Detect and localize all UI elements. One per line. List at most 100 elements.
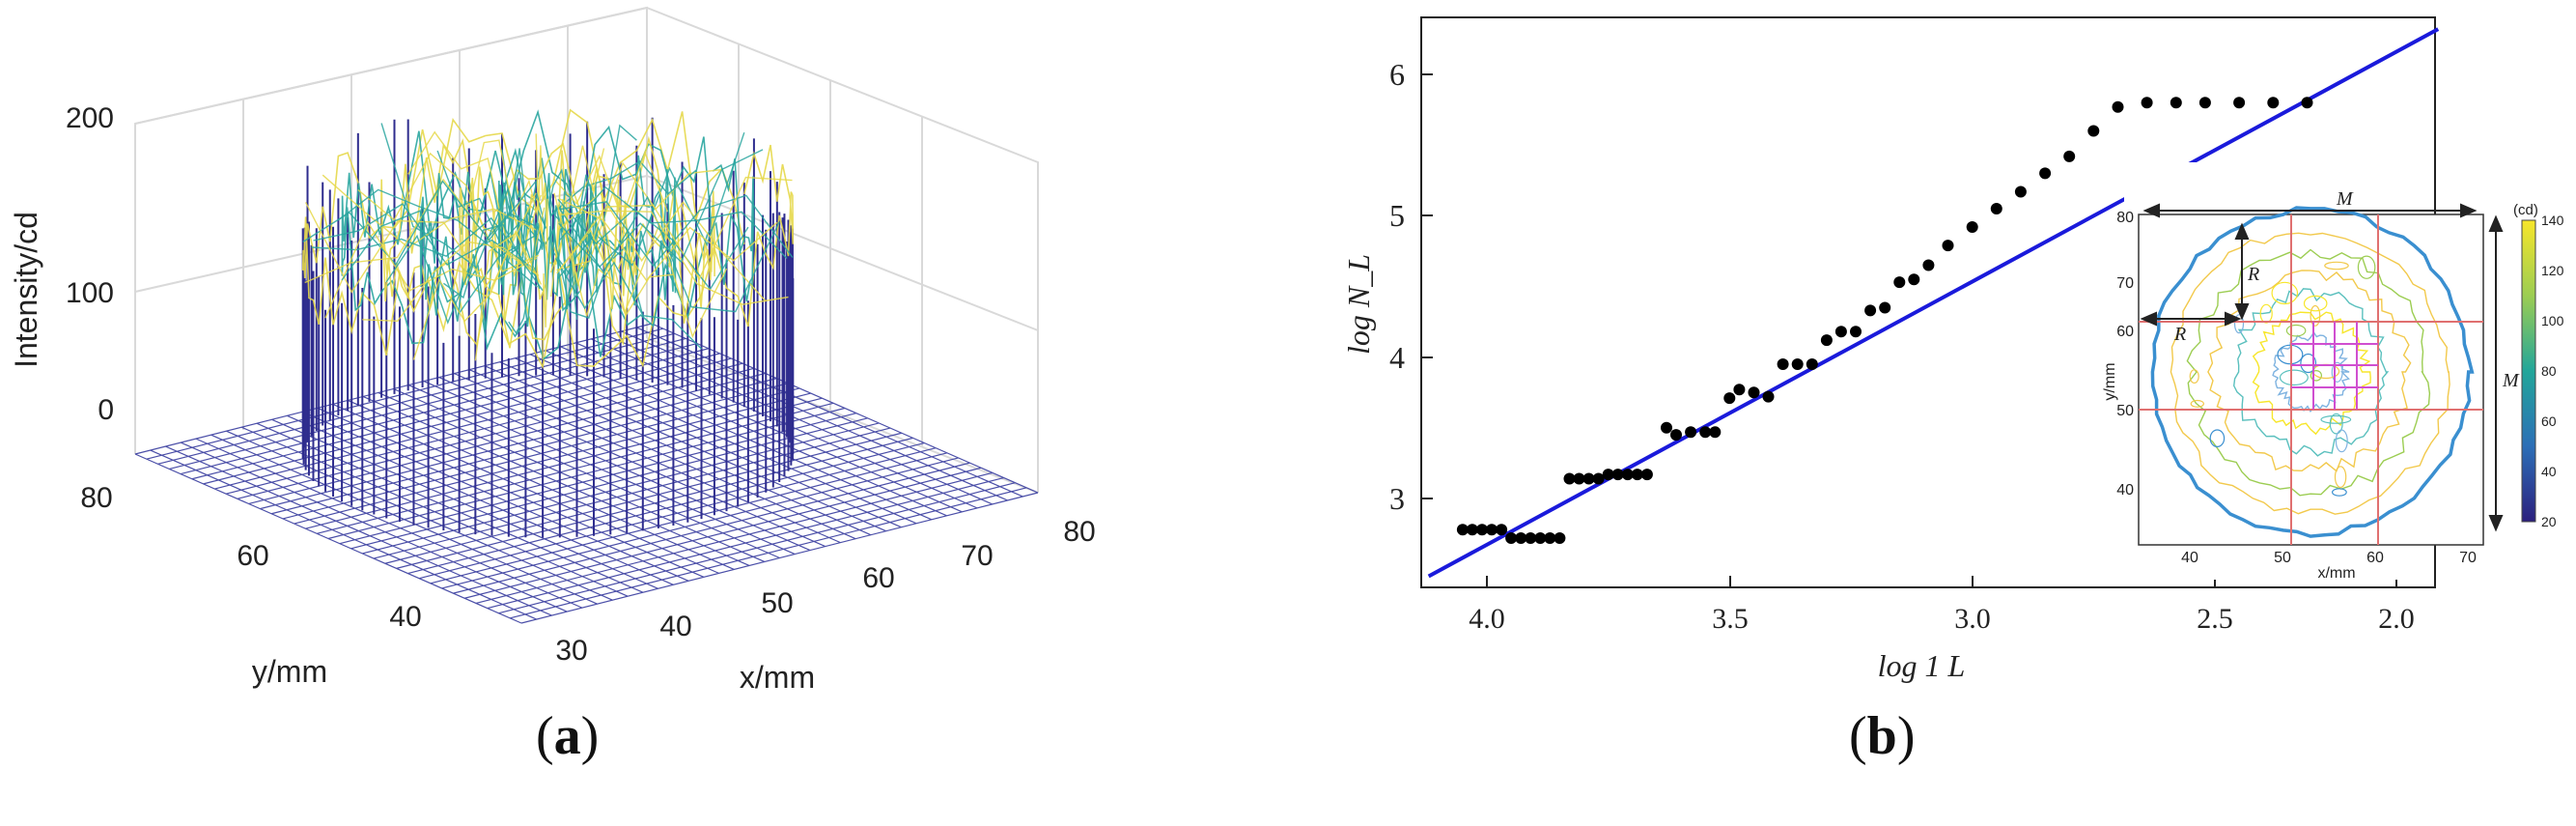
data-point xyxy=(1908,273,1920,286)
y-tick-80: 80 xyxy=(80,482,112,514)
mesh-line xyxy=(407,384,796,555)
mesh-line xyxy=(468,369,856,540)
data-point xyxy=(1685,426,1697,439)
plateau-mesh xyxy=(553,150,669,221)
data-point xyxy=(1592,472,1605,485)
caption-a-letter: a xyxy=(553,706,581,766)
x-tick-40: 40 xyxy=(659,611,691,642)
inset-y-axis: 40 50 60 70 80 xyxy=(2116,210,2134,498)
colorbar-tick: 60 xyxy=(2541,413,2557,429)
xb-tick-3.5: 3.5 xyxy=(1712,603,1749,635)
data-point xyxy=(2112,100,2124,113)
data-point xyxy=(2301,97,2313,109)
data-point xyxy=(2198,97,2211,109)
contour-line xyxy=(2252,311,2371,436)
annotation-r-vertical: R xyxy=(2247,264,2259,285)
data-point xyxy=(1834,326,1847,338)
plateau-mesh xyxy=(508,209,547,335)
data-point xyxy=(1820,334,1833,347)
data-point xyxy=(1748,386,1760,399)
plateau-mesh xyxy=(548,168,571,206)
x-axis-label-b: log 1 L xyxy=(1878,648,1966,683)
plateau-mesh xyxy=(324,220,538,319)
mesh-line xyxy=(146,328,663,460)
plateau-mesh xyxy=(322,174,538,249)
y-axis-b: 3 4 5 6 xyxy=(1389,57,1405,516)
data-point xyxy=(1534,532,1547,544)
mesh-line xyxy=(317,402,834,534)
inset-y-tick-80: 80 xyxy=(2116,210,2134,226)
contour-blob xyxy=(2271,281,2299,305)
z-tick-200: 200 xyxy=(66,102,114,134)
data-point xyxy=(2014,185,2027,198)
surface-base-mesh xyxy=(134,323,1039,624)
contour-blob xyxy=(2259,303,2273,324)
mesh-line xyxy=(605,334,994,505)
contour-line xyxy=(2232,288,2390,457)
mesh-line xyxy=(214,357,732,490)
contour-blob xyxy=(2303,295,2328,312)
contour-blob xyxy=(2334,466,2347,489)
data-point xyxy=(1791,358,1804,370)
mesh-line xyxy=(191,348,709,480)
data-point xyxy=(1486,524,1498,536)
contour-blob xyxy=(2310,369,2322,382)
x-axis-label: x/mm xyxy=(740,660,815,695)
xb-tick-4.0: 4.0 xyxy=(1469,603,1505,635)
plateau-mesh xyxy=(553,192,674,318)
y-tick-60: 60 xyxy=(237,540,268,572)
data-point xyxy=(1611,469,1624,481)
inset-x-label: x/mm xyxy=(2317,565,2355,582)
data-point xyxy=(1670,429,1682,441)
contour-blob xyxy=(2300,353,2317,374)
fit-line-segment xyxy=(1427,27,2440,579)
plateau-mesh xyxy=(557,131,745,280)
inset-y-tick-50: 50 xyxy=(2116,403,2134,419)
plateau-mesh xyxy=(559,198,778,282)
data-point xyxy=(1966,221,1978,233)
z-tick-100: 100 xyxy=(66,277,114,309)
plateau-mesh xyxy=(341,210,539,315)
inset-contour-map: M M R R 40 50 60 70 x/mm 40 50 60 70 80 … xyxy=(2102,162,2564,582)
data-point xyxy=(1554,532,1566,544)
mesh-line xyxy=(484,365,872,536)
plateau-mesh xyxy=(559,176,793,281)
plateau-mesh xyxy=(557,198,749,291)
data-point xyxy=(1456,524,1469,536)
panel-b-scatter-chart: 4.0 3.5 3.0 2.5 2.0 3 4 5 6 log 1 L log … xyxy=(1341,16,2564,683)
mesh-line xyxy=(560,346,947,517)
data-points xyxy=(1456,97,2313,544)
data-point xyxy=(1806,358,1818,370)
data-point xyxy=(1661,421,1672,434)
inset-y-tick-60: 60 xyxy=(2116,324,2134,340)
mesh-line xyxy=(225,362,743,495)
inset-x-tick-60: 60 xyxy=(2366,550,2384,566)
plateau-mesh xyxy=(558,191,767,302)
mesh-line xyxy=(282,387,800,520)
x-tick-70: 70 xyxy=(961,540,993,572)
inset-x-tick-70: 70 xyxy=(2459,550,2477,566)
data-point xyxy=(2170,97,2182,109)
x-tick-60: 60 xyxy=(862,562,894,594)
plateau-mesh xyxy=(558,149,764,269)
x-tick-30: 30 xyxy=(555,635,587,667)
colorbar-unit: (cd) xyxy=(2513,202,2538,218)
yb-tick-5: 5 xyxy=(1389,198,1405,233)
data-point xyxy=(1709,426,1722,439)
data-point xyxy=(1762,390,1775,403)
caption-b-letter: b xyxy=(1866,706,1897,766)
inset-colorbar xyxy=(2521,219,2536,523)
annotation-m-right: M xyxy=(2502,370,2520,391)
yb-tick-3: 3 xyxy=(1389,481,1405,516)
panel-a-surface-chart: 0 100 200 Intensity/cd 80 60 40 y/mm 30 … xyxy=(9,6,1096,695)
inset-y-tick-70: 70 xyxy=(2116,275,2134,292)
plateau-mesh xyxy=(548,195,578,321)
inset-x-tick-50: 50 xyxy=(2274,550,2291,566)
contour-blob xyxy=(2324,261,2349,271)
y-axis-label-b: log N_L xyxy=(1341,254,1376,355)
plateau-mesh xyxy=(442,223,544,299)
data-point xyxy=(2039,167,2052,180)
contour-blob xyxy=(2189,369,2199,385)
data-point xyxy=(1466,524,1478,536)
plateau-mesh xyxy=(501,148,546,229)
